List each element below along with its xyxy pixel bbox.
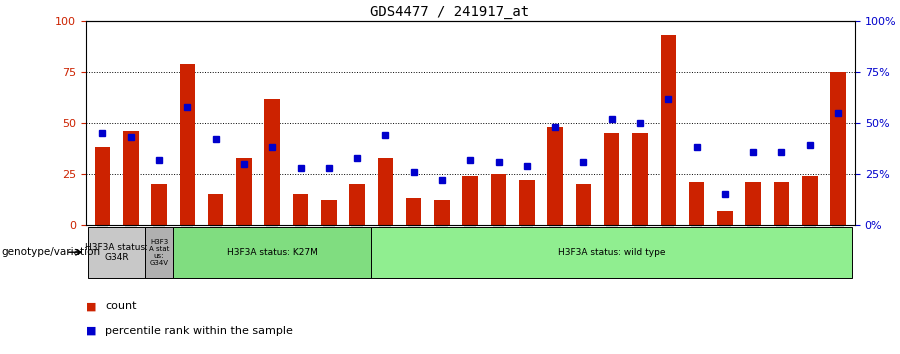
Text: H3F3A status: wild type: H3F3A status: wild type bbox=[558, 248, 665, 257]
Bar bbox=[463, 176, 478, 225]
Text: H3F3A status:
G34R: H3F3A status: G34R bbox=[86, 242, 148, 262]
Bar bbox=[547, 127, 562, 225]
Bar bbox=[180, 64, 195, 225]
Bar bbox=[265, 98, 280, 225]
Bar bbox=[604, 133, 619, 225]
Bar bbox=[434, 200, 450, 225]
Bar bbox=[745, 182, 760, 225]
Bar bbox=[576, 184, 591, 225]
Bar bbox=[236, 158, 252, 225]
Bar bbox=[802, 176, 817, 225]
Text: ■: ■ bbox=[86, 301, 96, 311]
Bar bbox=[123, 131, 139, 225]
Bar bbox=[830, 72, 846, 225]
Bar bbox=[661, 35, 676, 225]
Text: H3F3
A stat
us:
G34V: H3F3 A stat us: G34V bbox=[148, 239, 169, 266]
Bar bbox=[151, 184, 166, 225]
Bar bbox=[94, 147, 111, 225]
Text: count: count bbox=[105, 301, 137, 311]
Bar bbox=[688, 182, 705, 225]
Bar bbox=[406, 198, 421, 225]
Text: H3F3A status: K27M: H3F3A status: K27M bbox=[227, 248, 318, 257]
Bar bbox=[378, 158, 393, 225]
Bar bbox=[774, 182, 789, 225]
Text: genotype/variation: genotype/variation bbox=[2, 247, 101, 257]
Bar bbox=[717, 211, 733, 225]
Bar bbox=[321, 200, 337, 225]
Text: GDS4477 / 241917_at: GDS4477 / 241917_at bbox=[371, 5, 529, 19]
Text: ■: ■ bbox=[86, 326, 96, 336]
Bar bbox=[349, 184, 364, 225]
Bar bbox=[292, 194, 309, 225]
Bar bbox=[519, 180, 535, 225]
Text: percentile rank within the sample: percentile rank within the sample bbox=[105, 326, 293, 336]
Bar bbox=[491, 174, 507, 225]
Bar bbox=[208, 194, 223, 225]
Bar bbox=[632, 133, 648, 225]
